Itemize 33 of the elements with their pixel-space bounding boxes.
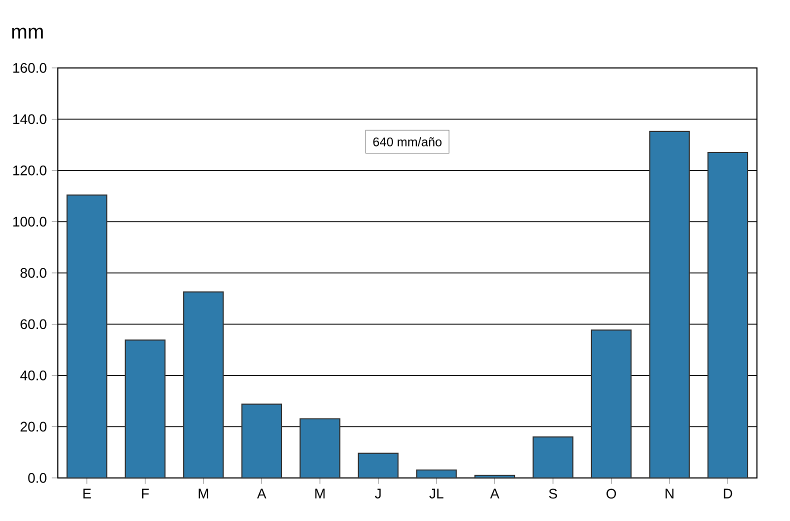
x-tick-label: JL [429, 488, 444, 498]
y-tick-label: 20.0 [20, 422, 46, 432]
x-tick-label: S [549, 488, 557, 499]
bar [650, 131, 690, 478]
x-tick-label: A [257, 488, 266, 498]
x-tick-label: M [198, 488, 208, 498]
bar [67, 195, 107, 478]
bar [533, 436, 573, 478]
y-tick-label: 140.0 [13, 114, 46, 124]
x-tick-label: D [724, 488, 732, 498]
bar [300, 418, 340, 478]
annotation: 640 mm/año [373, 137, 442, 146]
y-tick-label: 160.0 [13, 63, 46, 73]
bar [358, 453, 398, 478]
y-tick-label: 40.0 [20, 370, 46, 380]
x-tick-label: O [606, 488, 616, 499]
y-tick-label: 100.0 [13, 216, 46, 227]
x-tick-label: F [142, 488, 149, 498]
y-tick-label: 80.0 [20, 268, 46, 278]
bar [591, 330, 632, 478]
x-tick-label: A [490, 488, 500, 498]
y-tick-label: 0.0 [28, 473, 46, 483]
bar [242, 404, 282, 478]
y-tick-label: 120.0 [13, 166, 46, 176]
bar [184, 292, 224, 478]
bar [125, 340, 165, 478]
x-tick-label: M [315, 488, 325, 498]
bar [707, 152, 748, 478]
y-axis-title: mm [12, 28, 43, 39]
x-tick-label: N [666, 488, 674, 498]
x-tick-label: J [374, 488, 381, 498]
y-tick-label: 60.0 [20, 319, 46, 330]
x-tick-label: E [83, 488, 91, 498]
